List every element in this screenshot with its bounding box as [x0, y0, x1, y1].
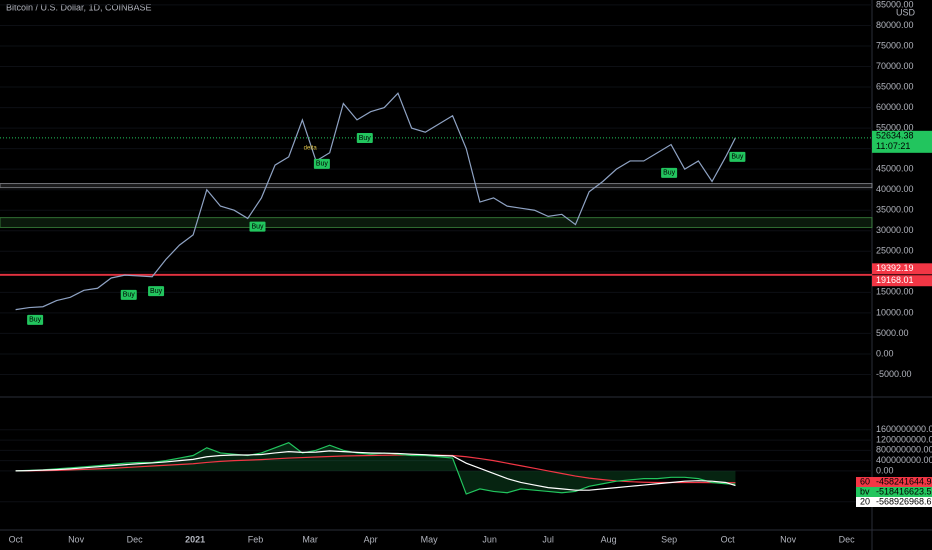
annotation-box — [661, 167, 678, 178]
y-tick-label: 85000.00 — [876, 0, 914, 9]
annotation: Buy — [731, 154, 744, 161]
series-line — [15, 92, 736, 311]
x-tick-label: Oct — [721, 534, 736, 544]
level-label-box — [872, 275, 932, 287]
legend-name: 60 — [860, 476, 870, 486]
y-tick-label: 0.00 — [876, 465, 894, 475]
y-tick-label: 15000.00 — [876, 287, 914, 297]
y-tick-label: 55000.00 — [876, 122, 914, 132]
annotation: Buy — [123, 292, 136, 299]
y-tick-label: 800000000.00 — [876, 445, 932, 455]
y-tick-label: 400000000.00 — [876, 455, 932, 465]
x-tick-label: Apr — [364, 534, 378, 544]
x-tick-label: 2021 — [185, 534, 205, 544]
x-tick-label: Sep — [661, 534, 677, 544]
x-tick-label: May — [421, 534, 439, 544]
series-line — [15, 450, 736, 491]
y-tick-label: 10000.00 — [876, 307, 914, 317]
x-tick-label: Jun — [482, 534, 497, 544]
annotation-box — [356, 132, 373, 143]
y-tick-label: 35000.00 — [876, 205, 914, 215]
zone — [0, 217, 873, 228]
axis-unit: USD — [896, 7, 916, 17]
x-tick-label: Dec — [127, 534, 144, 544]
legend-name: bv — [860, 486, 870, 496]
level-label: 19168.01 — [876, 275, 914, 285]
legend-name: 20 — [860, 496, 870, 506]
area — [15, 442, 736, 495]
last-price: 52634.38 — [876, 131, 914, 141]
annotation-box — [27, 314, 44, 325]
annotation-box — [148, 286, 165, 297]
annotation-box — [249, 221, 266, 232]
legend-value: -518416623.52 — [876, 486, 932, 496]
legend-box — [856, 487, 932, 497]
x-tick-label: Feb — [248, 534, 264, 544]
y-tick-label: 75000.00 — [876, 40, 914, 50]
annotation: Buy — [150, 288, 163, 295]
y-tick-label: 5000.00 — [876, 328, 909, 338]
zone — [0, 183, 873, 189]
x-tick-label: Aug — [601, 534, 617, 544]
annotation-box — [120, 289, 137, 300]
legend-box — [856, 477, 932, 487]
y-tick-label: 25000.00 — [876, 246, 914, 256]
y-tick-label: 0.00 — [876, 348, 894, 358]
x-tick-label: Oct — [9, 534, 24, 544]
annotation: Buy — [29, 317, 42, 324]
x-tick-label: Nov — [780, 534, 797, 544]
legend-value: -568926968.69 — [876, 496, 932, 506]
legend-value: -458241644.94 — [876, 476, 932, 486]
last-price-box — [872, 130, 932, 153]
y-tick-label: 30000.00 — [876, 225, 914, 235]
level-label-box — [872, 263, 932, 275]
x-tick-label: Nov — [68, 534, 85, 544]
y-tick-label: 65000.00 — [876, 81, 914, 91]
annotation-box — [729, 151, 746, 162]
x-tick-label: Jul — [542, 534, 554, 544]
countdown: 11:07:21 — [876, 141, 910, 151]
y-tick-label: 1200000000.00 — [876, 434, 932, 444]
annotation: delta — [304, 145, 318, 151]
annotation-box — [313, 158, 330, 169]
x-tick-label: Mar — [302, 534, 318, 544]
y-tick-label: 80000.00 — [876, 20, 914, 30]
y-tick-label: -5000.00 — [876, 369, 912, 379]
annotation: Buy — [251, 223, 264, 230]
annotation: Buy — [663, 170, 676, 177]
x-tick-label: Dec — [839, 534, 856, 544]
annotation: Buy — [359, 135, 372, 142]
y-tick-label: 40000.00 — [876, 184, 914, 194]
legend-box — [856, 497, 932, 507]
level-label: 19392.19 — [876, 263, 914, 273]
y-tick-label: 70000.00 — [876, 61, 914, 71]
y-tick-label: 60000.00 — [876, 102, 914, 112]
y-tick-label: 45000.00 — [876, 164, 914, 174]
annotation: Buy — [316, 161, 329, 168]
chart-title: Bitcoin / U.S. Dollar, 1D, COINBASE — [6, 2, 152, 12]
y-tick-label: 1600000000.00 — [876, 424, 932, 434]
